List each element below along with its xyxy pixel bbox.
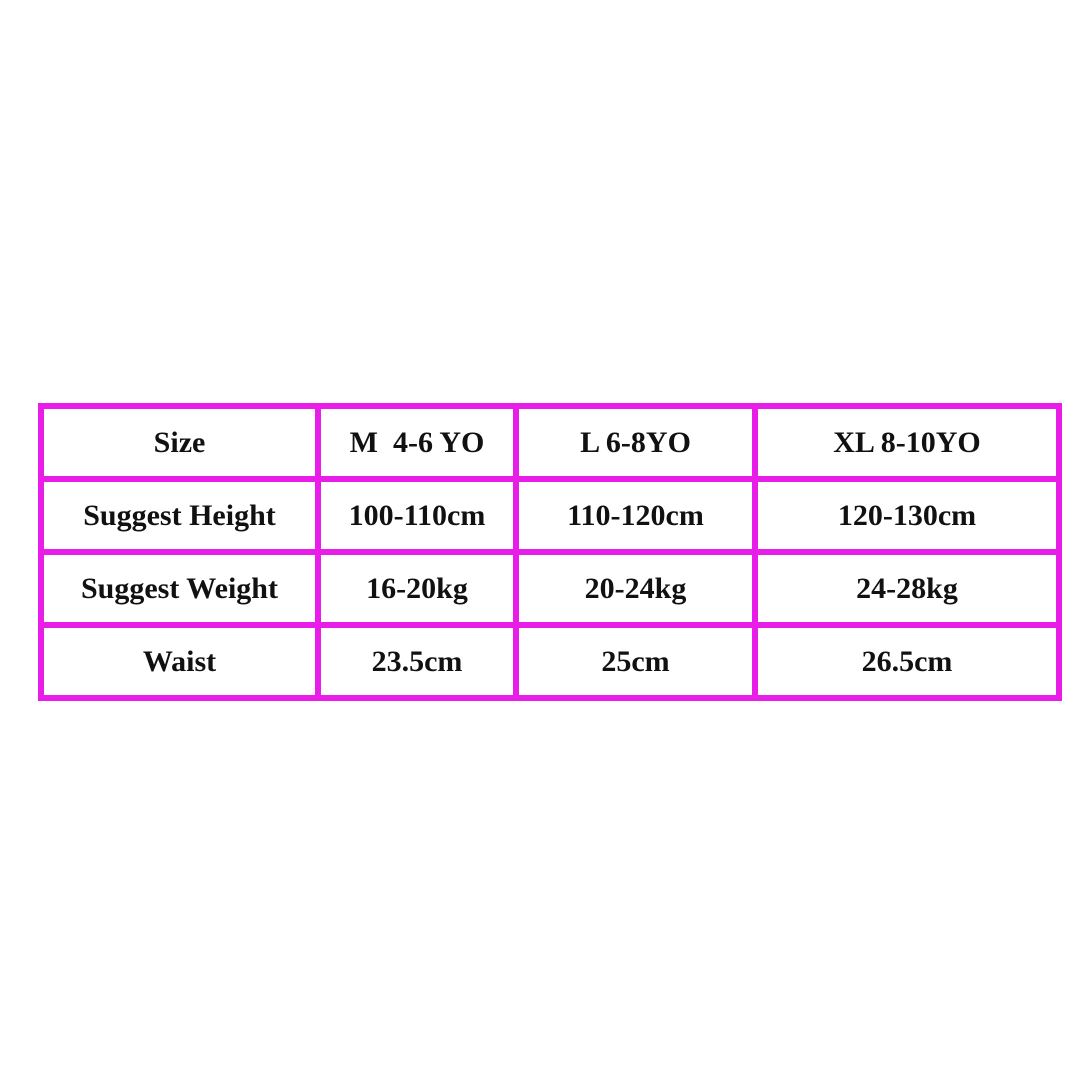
table-row: Size M 4-6 YO L 6-8YO XL 8-10YO [38,403,1062,482]
size-table: Size M 4-6 YO L 6-8YO XL 8-10YO Suggest Heig… [38,403,1062,701]
table-row: Suggest Weight 16-20kg 20-24kg 24-28kg [38,549,1062,628]
cell: 23.5cm [315,622,519,701]
row-label-cell: Suggest Height [38,476,321,555]
header-cell: Size [38,403,321,482]
cell: 100-110cm [315,476,519,555]
row-label-cell: Suggest Weight [38,549,321,628]
cell: 24-28kg [752,549,1062,628]
cell: 16-20kg [315,549,519,628]
header-cell: XL 8-10YO [752,403,1062,482]
cell: 25cm [513,622,758,701]
header-cell: L 6-8YO [513,403,758,482]
cell: 120-130cm [752,476,1062,555]
table-row: Suggest Height 100-110cm 110-120cm 120-130c… [38,476,1062,555]
table-row: Waist 23.5cm 25cm 26.5cm [38,622,1062,701]
cell: 20-24kg [513,549,758,628]
cell: 110-120cm [513,476,758,555]
row-label-cell: Waist [38,622,321,701]
table-body: Size M 4-6 YO L 6-8YO XL 8-10YO Suggest Heig… [38,403,1062,701]
header-cell: M 4-6 YO [315,403,519,482]
cell: 26.5cm [752,622,1062,701]
